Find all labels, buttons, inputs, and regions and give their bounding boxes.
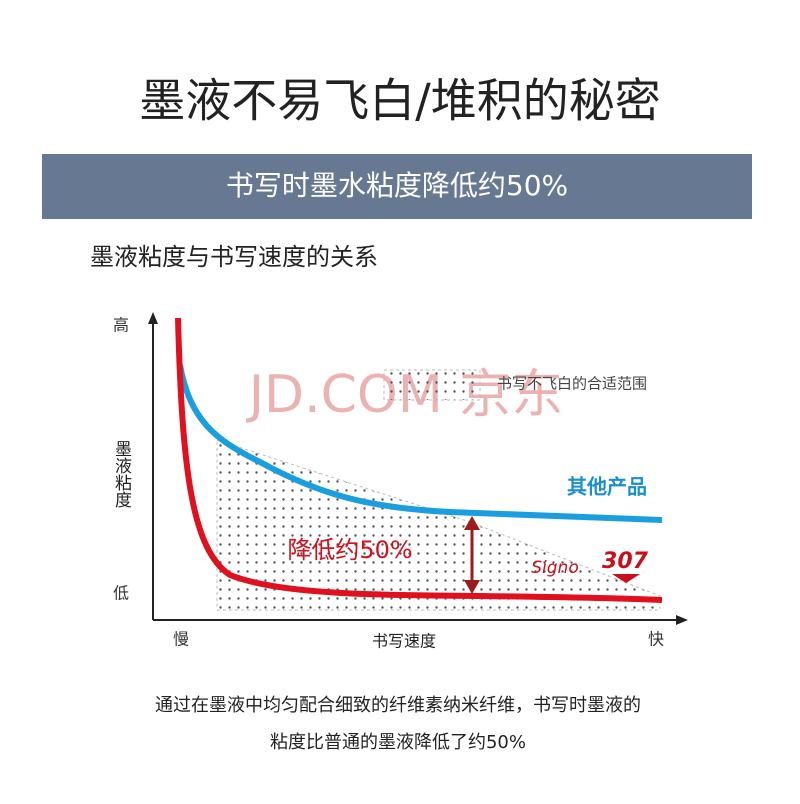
title: 墨液不易飞白/堆积的秘密 — [139, 74, 661, 128]
x-label: 书写速度 — [372, 632, 436, 651]
diagram-title: 墨液粘度与书写速度的关系 — [90, 243, 378, 271]
x-slow: 慢 — [173, 630, 189, 649]
y-arrow — [148, 312, 158, 324]
banner: 书写时墨水粘度降低约50% — [226, 169, 568, 202]
brand: Signo — [531, 558, 578, 578]
model: 307 — [602, 549, 649, 574]
x-fast: 快 — [648, 630, 664, 649]
suitable-range — [216, 439, 661, 611]
legend-label: 书写不飞白的合适范围 — [497, 375, 647, 393]
arrow-head — [464, 516, 480, 530]
other-curve — [177, 364, 663, 523]
x-arrow — [676, 615, 688, 625]
arrow-head — [464, 580, 480, 594]
legend-swatch — [383, 369, 481, 401]
y-high: 高 — [113, 316, 129, 335]
signo-curve — [175, 317, 663, 603]
y-low: 低 — [113, 584, 129, 603]
reduction: 降低约50% — [287, 536, 412, 564]
logo-mark — [612, 574, 640, 583]
other-label: 其他产品 — [567, 475, 647, 499]
banner-bg — [42, 154, 752, 219]
footer-line: 通过在墨液中均匀配合细致的纤维素纳米纤维，书写时墨液的 — [155, 695, 641, 716]
footer-line: 粘度比普通的墨液降低了约50% — [270, 732, 526, 753]
y-label: 墨液粘度 — [111, 440, 132, 508]
